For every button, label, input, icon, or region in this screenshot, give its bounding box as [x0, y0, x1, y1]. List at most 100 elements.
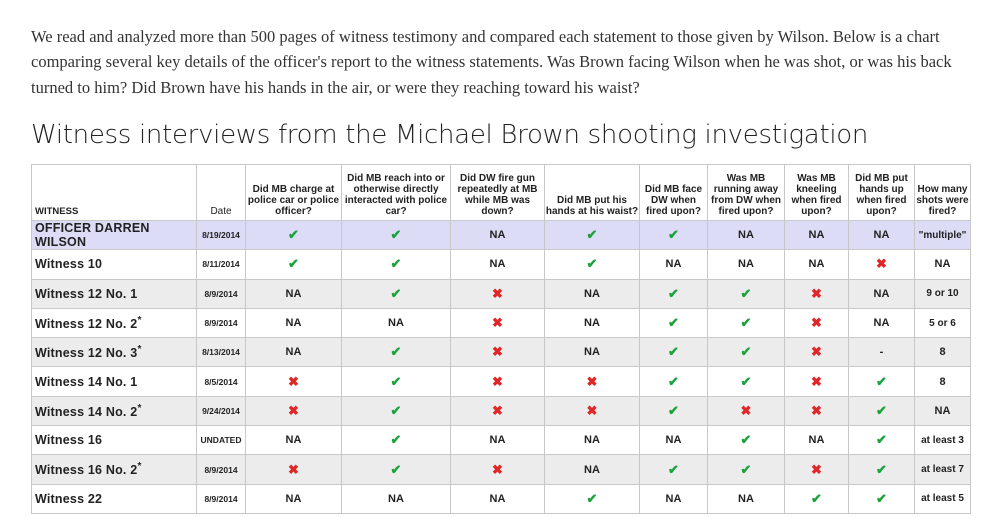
witness-name: Witness 14 No. 2* — [31, 395, 197, 427]
cell-value: NA — [784, 425, 849, 456]
cell-value: NA — [707, 249, 785, 280]
check-icon: ✔ — [341, 337, 451, 368]
cell-value: NA — [848, 219, 915, 251]
check-icon: ✔ — [707, 337, 785, 368]
check-icon: ✔ — [586, 227, 598, 243]
cross-icon: ✖ — [492, 402, 503, 418]
check-icon: ✔ — [668, 402, 679, 418]
cell-value: NA — [544, 425, 640, 456]
interview-date: 8/13/2014 — [196, 337, 246, 368]
cell-value: 9 or 10 — [914, 278, 971, 309]
cross-icon: ✖ — [848, 249, 915, 280]
cell-value: NA — [914, 249, 971, 280]
check-icon: ✔ — [740, 315, 752, 331]
check-icon: ✔ — [390, 402, 402, 418]
cross-icon: ✖ — [450, 454, 545, 485]
cross-icon: ✖ — [811, 344, 822, 360]
interview-date: UNDATED — [196, 425, 246, 456]
cell-value: NA — [450, 219, 545, 251]
col-header-hands-up: Did MB put hands up when fired upon? — [848, 164, 915, 221]
witness-name-text: Witness 16 — [35, 433, 103, 448]
check-icon: ✔ — [848, 395, 915, 427]
interview-date: 8/9/2014 — [196, 483, 246, 514]
cell-value: NA — [245, 278, 342, 309]
check-icon: ✔ — [390, 227, 402, 243]
cell-value: NA — [639, 425, 708, 456]
cell-value: NA — [544, 307, 640, 339]
cell-value: 8 — [914, 337, 971, 368]
col-header-date: Date — [196, 164, 246, 221]
check-icon: ✔ — [639, 366, 708, 397]
check-icon: ✔ — [668, 227, 679, 243]
witness-name: Witness 14 No. 1 — [31, 366, 197, 397]
check-icon: ✔ — [848, 483, 915, 514]
cell-value: NA — [341, 483, 451, 514]
check-icon: ✔ — [586, 490, 598, 506]
check-icon: ✔ — [707, 278, 785, 309]
cell-value: NA — [544, 337, 640, 368]
col-header-witness: WITNESS — [31, 164, 197, 221]
cross-icon: ✖ — [784, 395, 849, 427]
interview-date: 8/11/2014 — [196, 249, 246, 280]
check-icon: ✔ — [390, 461, 402, 477]
witness-name-text: Witness 10 — [35, 257, 103, 272]
cross-icon: ✖ — [492, 344, 503, 360]
check-icon: ✔ — [390, 285, 402, 301]
asterisk: * — [137, 344, 142, 356]
check-icon: ✔ — [740, 461, 752, 477]
interview-date: 9/24/2014 — [196, 395, 246, 427]
cross-icon: ✖ — [450, 307, 545, 339]
cell-value: NA — [245, 307, 342, 339]
check-icon: ✔ — [707, 454, 785, 485]
cell-value: NA — [245, 483, 342, 514]
cell-value: NA — [914, 395, 971, 427]
check-icon: ✔ — [639, 307, 708, 339]
witness-name-text: Witness 14 No. 1 — [35, 374, 138, 389]
col-header-kneeling: Was MB kneeling when fired upon? — [784, 164, 849, 221]
cell-value: NA — [544, 278, 640, 309]
check-icon: ✔ — [848, 366, 915, 397]
check-icon: ✔ — [668, 285, 679, 301]
check-icon: ✔ — [876, 373, 887, 389]
cross-icon: ✖ — [544, 366, 640, 397]
intro-paragraph: We read and analyzed more than 500 pages… — [31, 26, 952, 97]
interview-date: 8/9/2014 — [196, 454, 246, 485]
cross-icon: ✖ — [586, 373, 598, 389]
cell-value: NA — [245, 337, 342, 368]
cell-value: NA — [341, 307, 451, 339]
interview-date: 8/19/2014 — [196, 219, 246, 251]
cell-value: "multiple" — [914, 219, 971, 251]
cross-icon: ✖ — [586, 402, 598, 418]
witness-name-text: Witness 14 No. 2 — [35, 405, 138, 419]
interview-date: 8/9/2014 — [196, 278, 246, 309]
cell-value: NA — [450, 249, 545, 280]
check-icon: ✔ — [390, 432, 402, 448]
check-icon: ✔ — [668, 344, 679, 360]
table-row: Witness 10 8/11/2014 ✔ ✔ NA ✔ NA NA NA ✖ NA — [31, 249, 971, 280]
cross-icon: ✖ — [544, 395, 640, 427]
witness-name: Witness 12 No. 2* — [31, 307, 197, 339]
check-icon: ✔ — [668, 315, 679, 331]
interview-date: 8/5/2014 — [196, 366, 246, 397]
check-icon: ✔ — [707, 425, 785, 456]
check-icon: ✔ — [784, 483, 849, 514]
cell-value: NA — [707, 483, 785, 514]
table-row: Witness 14 No. 1 8/5/2014 ✖ ✔ ✖ ✖ ✔ ✔ ✖ ✔ 8 — [31, 366, 971, 397]
check-icon: ✔ — [390, 256, 402, 272]
cross-icon: ✖ — [245, 395, 342, 427]
cross-icon: ✖ — [288, 461, 299, 477]
asterisk: * — [137, 402, 142, 414]
cell-value: at least 7 — [914, 454, 971, 485]
cross-icon: ✖ — [450, 395, 545, 427]
witness-name: Witness 12 No. 3* — [31, 337, 197, 368]
check-icon: ✔ — [341, 454, 451, 485]
check-icon: ✔ — [390, 344, 402, 360]
check-icon: ✔ — [740, 344, 752, 360]
check-icon: ✔ — [848, 425, 915, 456]
check-icon: ✔ — [740, 373, 752, 389]
check-icon: ✔ — [288, 256, 299, 272]
check-icon: ✔ — [848, 454, 915, 485]
witness-name-text: OFFICER DARREN WILSON — [35, 221, 150, 250]
check-icon: ✔ — [639, 278, 708, 309]
check-icon: ✔ — [876, 402, 887, 418]
